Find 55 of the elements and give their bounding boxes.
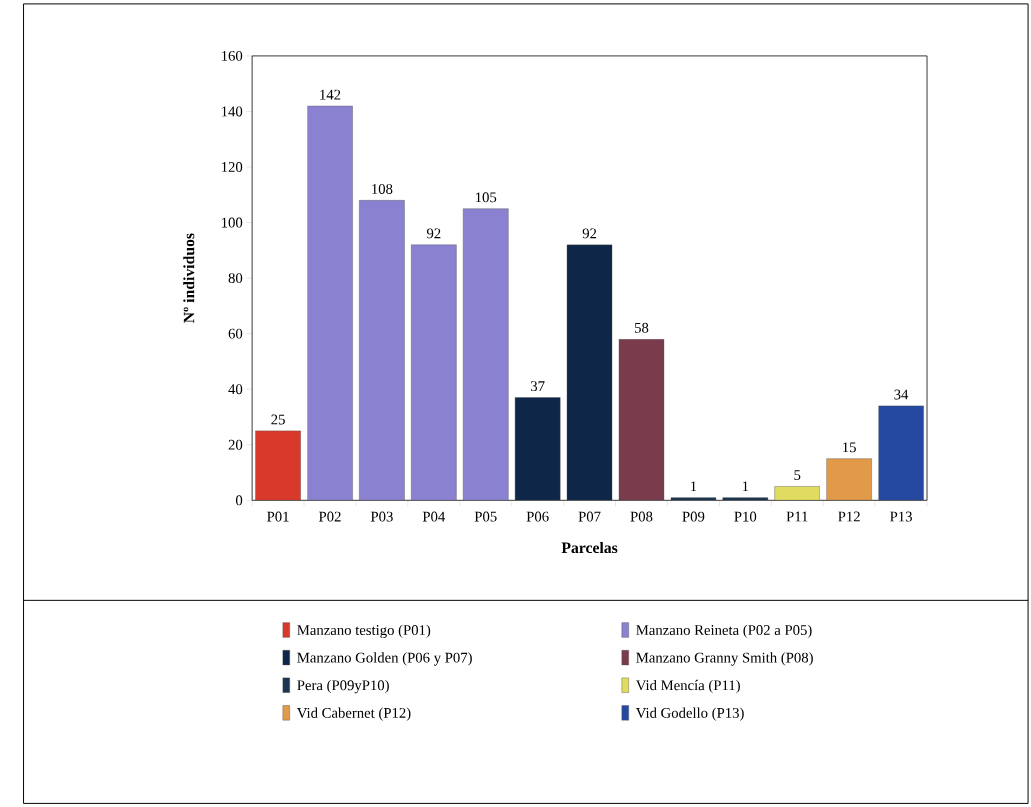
bar	[411, 244, 457, 501]
legend-label: Manzano Granny Smith (P08)	[636, 652, 813, 666]
y-axis-title: Nº individuos	[183, 233, 195, 323]
legend-label: Manzano testigo (P01)	[297, 624, 431, 638]
data-label: 37	[531, 381, 545, 391]
data-label: 15	[843, 442, 856, 453]
bar	[566, 244, 613, 501]
x-tick-label: P08	[630, 511, 653, 522]
x-tick-label: P01	[267, 511, 289, 522]
bar	[618, 338, 665, 501]
x-tick-label: P05	[474, 511, 497, 522]
x-tick-label: P02	[318, 511, 341, 522]
x-tick-label: P03	[370, 511, 393, 522]
data-label: 92	[426, 228, 441, 239]
x-axis-title: Parcelas	[561, 541, 618, 553]
y-tick-label: 120	[221, 161, 243, 172]
data-label: 105	[475, 192, 497, 203]
bar	[255, 430, 301, 501]
y-tick-label: 20	[228, 439, 243, 450]
data-label: 58	[634, 322, 649, 333]
bar	[359, 199, 405, 501]
data-label: 1	[742, 481, 749, 491]
y-tick-label: 60	[228, 328, 243, 339]
legend-label: Manzano Golden (P06 y P07)	[297, 652, 472, 666]
data-label: 142	[320, 89, 341, 100]
y-tick-label: 0	[235, 495, 243, 506]
x-tick-label: P06	[526, 511, 549, 522]
data-label: 25	[271, 414, 285, 425]
x-tick-label: P12	[838, 511, 860, 522]
x-tick-label: P11	[786, 511, 808, 522]
data-label: 108	[372, 183, 393, 194]
y-tick-label: 160	[221, 50, 243, 61]
y-tick-label: 80	[228, 272, 243, 283]
bar	[462, 208, 509, 501]
y-tick-label: 40	[228, 384, 243, 394]
legend-label: Manzano Reineta (P02 a P05)	[636, 624, 812, 638]
bar	[774, 486, 820, 501]
legend-label: Pera (P09yP10)	[297, 679, 389, 694]
bar	[826, 458, 872, 501]
bar	[307, 105, 353, 501]
x-tick-label: P07	[578, 511, 601, 522]
data-label: 5	[794, 470, 801, 480]
bar	[514, 397, 561, 501]
data-label: 92	[582, 228, 597, 239]
y-tick-label: 140	[221, 106, 243, 117]
data-label: 1	[691, 481, 697, 491]
x-tick-label: P04	[422, 511, 446, 522]
y-tick-label: 100	[221, 217, 243, 228]
legend-label: Vid Mencía (P11)	[635, 679, 740, 694]
legend-label: Vid Cabernet (P12)	[296, 707, 411, 721]
x-tick-label: P13	[890, 511, 912, 522]
data-label: 34	[894, 389, 909, 400]
legend-label: Vid Godello (P13)	[635, 707, 744, 721]
x-tick-label: P10	[734, 511, 757, 522]
x-tick-label: P09	[682, 511, 705, 522]
